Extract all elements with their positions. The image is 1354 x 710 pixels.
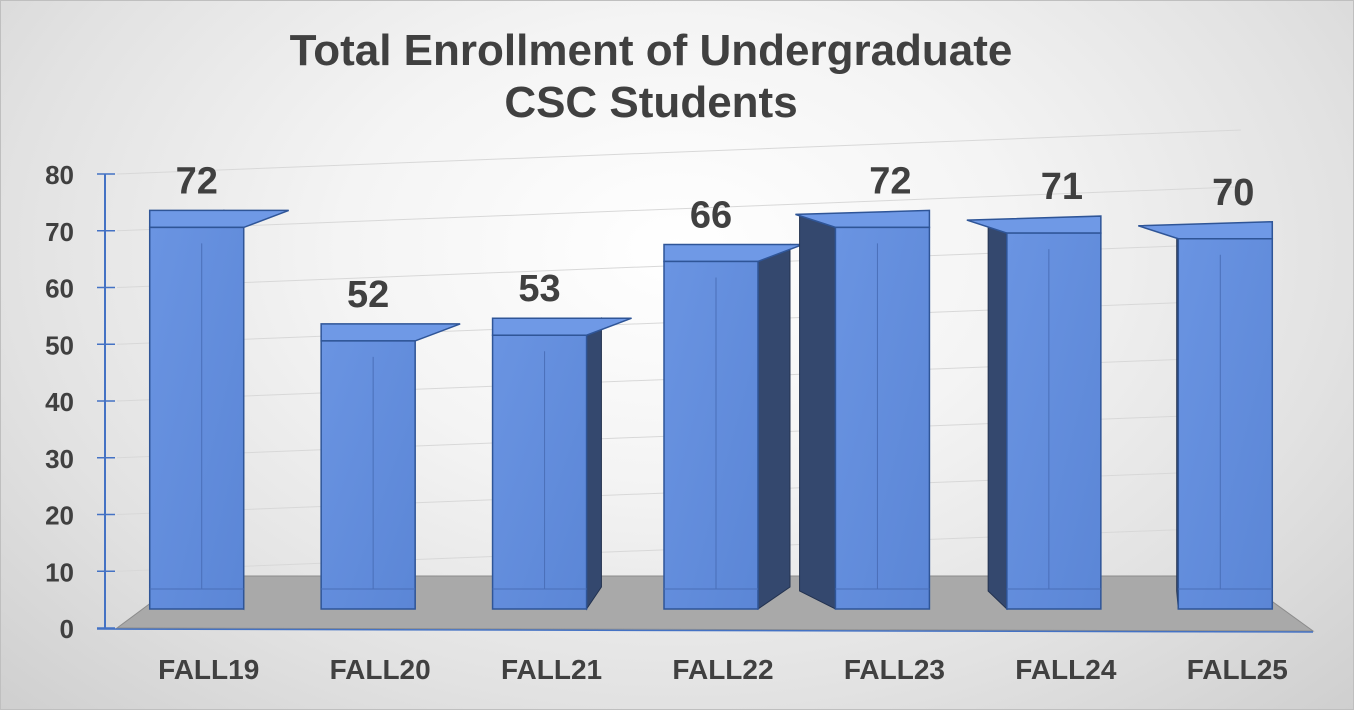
data-label-FALL21: 53 [518, 268, 560, 310]
x-tick-label-FALL23: FALL23 [844, 654, 945, 685]
y-tick-label: 0 [60, 614, 74, 644]
y-tick-label: 50 [45, 330, 74, 360]
bar-top-face [1138, 220, 1274, 240]
y-tick-label: 10 [45, 557, 74, 587]
data-label-FALL19: 72 [176, 160, 218, 202]
y-tick-label: 70 [45, 217, 74, 247]
gridline-80 [116, 129, 1242, 175]
bar-group-FALL20 [320, 323, 461, 610]
x-tick-label-FALL22: FALL22 [672, 654, 773, 685]
y-tick-label: 20 [45, 501, 74, 531]
bar-side-face [799, 213, 836, 610]
bar-side-face [757, 243, 791, 610]
bar-FALL20 [320, 340, 416, 610]
x-axis-line [96, 628, 1314, 633]
y-tick-label: 80 [45, 160, 74, 190]
data-label-FALL20: 52 [347, 274, 389, 316]
chart-title: Total Enrollment of Undergraduate CSC St… [1, 25, 1301, 129]
x-tick-label-FALL20: FALL20 [330, 654, 431, 685]
y-tick-label: 40 [45, 387, 74, 417]
bar-FALL23 [834, 226, 931, 610]
bar-top-face [320, 323, 461, 342]
bar-top-face [966, 215, 1102, 234]
bar-FALL25 [1177, 238, 1274, 610]
y-tick-label: 30 [45, 444, 74, 474]
x-tick-label-FALL24: FALL24 [1015, 654, 1117, 685]
bar-top-face [491, 317, 632, 336]
bar-group-FALL25 [1138, 220, 1274, 610]
chart-title-line-1: Total Enrollment of Undergraduate [289, 26, 1013, 75]
y-tick-label: 60 [45, 274, 74, 304]
bar-FALL19 [148, 226, 245, 610]
x-tick-label-FALL19: FALL19 [158, 654, 259, 685]
bar-group-FALL24 [966, 215, 1102, 611]
chart-title-line-2: CSC Students [504, 78, 798, 127]
x-tick-label-FALL25: FALL25 [1187, 654, 1288, 685]
bar-group-FALL19 [148, 209, 289, 611]
gridline-70 [116, 186, 1242, 232]
bar-side-face [987, 219, 1008, 611]
bar-FALL24 [1006, 232, 1102, 610]
data-label-FALL23: 72 [869, 160, 911, 202]
bar-group-FALL22 [663, 243, 804, 610]
data-label-FALL22: 66 [690, 194, 732, 236]
bar-FALL21 [491, 334, 588, 610]
data-label-FALL25: 70 [1212, 172, 1254, 214]
data-label-FALL24: 71 [1041, 166, 1083, 208]
bar-group-FALL21 [491, 316, 632, 611]
x-tick-label-FALL21: FALL21 [501, 654, 602, 685]
bar-group-FALL23 [795, 209, 931, 610]
bar-side-face [586, 316, 602, 611]
bar-FALL22 [663, 260, 759, 610]
